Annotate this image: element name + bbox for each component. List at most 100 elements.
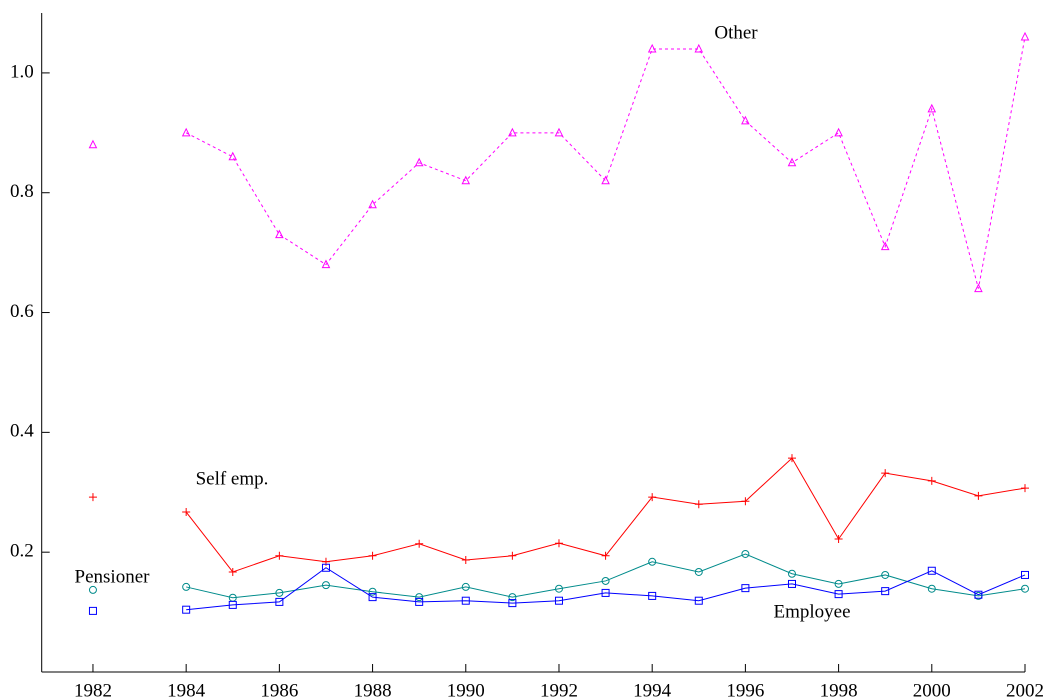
point bbox=[368, 551, 377, 560]
point bbox=[554, 596, 563, 605]
x-tick-label: 1982 bbox=[74, 680, 112, 700]
point bbox=[927, 476, 936, 485]
y-tick-label: 0.4 bbox=[10, 421, 34, 442]
point bbox=[787, 454, 796, 463]
x-tick-label: 1994 bbox=[633, 680, 672, 700]
point bbox=[88, 493, 97, 502]
point bbox=[787, 579, 796, 588]
point bbox=[881, 469, 890, 478]
point bbox=[414, 157, 424, 167]
point bbox=[275, 588, 284, 597]
point bbox=[321, 581, 330, 590]
point bbox=[694, 567, 703, 576]
point bbox=[741, 584, 750, 593]
y-tick-label: 0.8 bbox=[10, 181, 34, 202]
point bbox=[275, 551, 284, 560]
point bbox=[228, 600, 237, 609]
point bbox=[647, 43, 657, 53]
point bbox=[228, 567, 237, 576]
series-line bbox=[186, 567, 1026, 611]
point bbox=[694, 500, 703, 509]
point bbox=[694, 43, 704, 53]
point bbox=[834, 535, 843, 544]
point bbox=[787, 157, 797, 167]
point bbox=[648, 493, 657, 502]
point bbox=[182, 582, 191, 591]
point bbox=[415, 539, 424, 548]
point bbox=[508, 593, 517, 602]
point bbox=[974, 590, 983, 599]
point bbox=[601, 588, 610, 597]
point bbox=[601, 576, 610, 585]
point bbox=[321, 563, 330, 572]
point bbox=[88, 139, 98, 149]
point bbox=[834, 579, 843, 588]
point bbox=[181, 127, 191, 137]
point bbox=[321, 259, 331, 269]
point bbox=[880, 241, 890, 251]
point bbox=[1021, 570, 1029, 579]
point bbox=[834, 590, 843, 599]
point bbox=[1021, 484, 1029, 493]
y-tick-label: 1.0 bbox=[10, 61, 34, 82]
point bbox=[368, 593, 377, 602]
x-tick-label: 2002 bbox=[1006, 680, 1044, 700]
point bbox=[834, 127, 843, 137]
point bbox=[974, 283, 983, 293]
point bbox=[741, 497, 750, 506]
point bbox=[461, 596, 470, 605]
point bbox=[461, 175, 471, 185]
point bbox=[1021, 584, 1029, 593]
point bbox=[601, 175, 610, 185]
x-tick-label: 1996 bbox=[726, 680, 764, 700]
point bbox=[554, 127, 564, 137]
point bbox=[648, 591, 657, 600]
point bbox=[182, 605, 191, 614]
point bbox=[182, 508, 191, 517]
point bbox=[554, 584, 563, 593]
x-tick-label: 1988 bbox=[354, 680, 392, 700]
point bbox=[741, 549, 750, 558]
x-tick-label: 1990 bbox=[447, 680, 485, 700]
x-tick-label: 1984 bbox=[167, 680, 206, 700]
point bbox=[368, 587, 377, 596]
series-label: Self emp. bbox=[196, 468, 269, 489]
point bbox=[927, 566, 936, 575]
point bbox=[554, 539, 563, 548]
point bbox=[508, 599, 517, 608]
series-line bbox=[186, 553, 1026, 599]
point bbox=[415, 593, 424, 602]
point bbox=[927, 103, 937, 113]
point bbox=[275, 597, 284, 606]
point bbox=[228, 151, 238, 161]
point bbox=[1020, 31, 1030, 41]
point bbox=[601, 551, 610, 560]
y-tick-label: 0.2 bbox=[10, 541, 34, 562]
point bbox=[461, 582, 470, 591]
point bbox=[974, 491, 983, 500]
series-label: Employee bbox=[773, 601, 850, 622]
x-tick-label: 1986 bbox=[260, 680, 298, 700]
y-tick-label: 0.6 bbox=[10, 301, 34, 322]
point bbox=[508, 127, 517, 137]
point bbox=[648, 557, 657, 566]
point bbox=[741, 115, 750, 125]
x-tick-label: 1992 bbox=[540, 680, 578, 700]
point bbox=[275, 229, 284, 239]
series-line bbox=[185, 36, 1026, 289]
point bbox=[508, 551, 517, 560]
point bbox=[787, 569, 796, 578]
point bbox=[881, 587, 890, 596]
x-tick-label: 1998 bbox=[820, 680, 858, 700]
point bbox=[461, 555, 470, 564]
point bbox=[927, 584, 936, 593]
series-label: Pensioner bbox=[75, 566, 151, 587]
point bbox=[415, 597, 424, 606]
point bbox=[88, 585, 97, 594]
x-tick-label: 2000 bbox=[913, 680, 951, 700]
point bbox=[88, 606, 97, 615]
point bbox=[368, 199, 377, 209]
point bbox=[694, 596, 703, 605]
